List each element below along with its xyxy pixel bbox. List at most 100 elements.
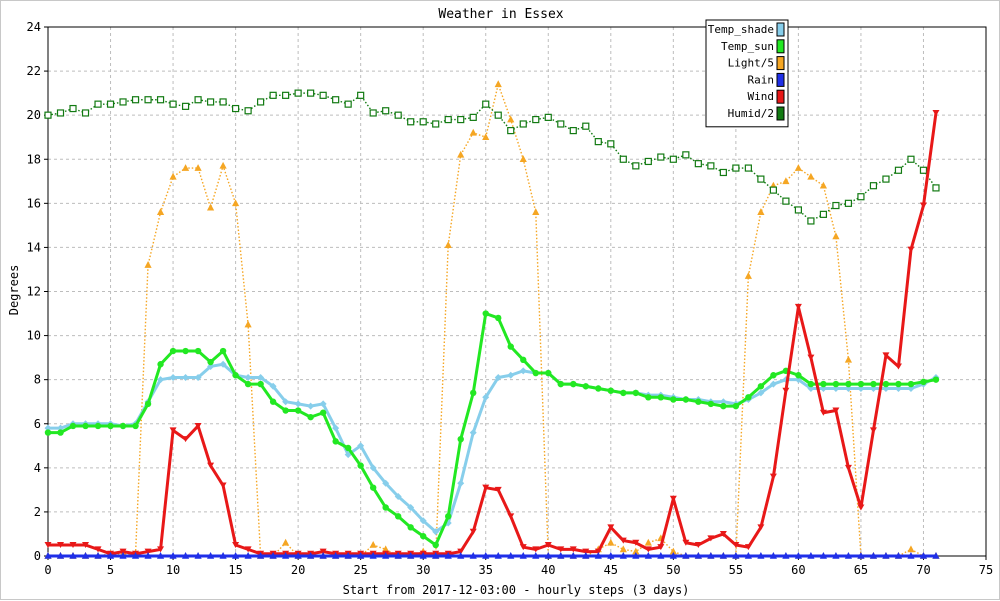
- data-point-wind: [757, 524, 765, 531]
- data-point-wind: [482, 484, 490, 491]
- data-point-humid-2: [119, 98, 127, 106]
- data-point-temp-shade: [432, 528, 440, 536]
- data-point-light-5: [832, 232, 840, 240]
- data-point-wind: [732, 541, 740, 548]
- data-point-temp-sun: [870, 380, 877, 388]
- data-point-humid-2: [294, 89, 302, 97]
- y-tick-label: 2: [34, 505, 41, 519]
- data-point-wind: [832, 407, 840, 414]
- data-point-temp-sun: [532, 369, 539, 377]
- data-point-rain: [119, 552, 127, 559]
- data-point-humid-2: [794, 206, 803, 214]
- x-tick-label: 45: [604, 563, 618, 577]
- data-point-temp-sun: [732, 402, 740, 410]
- data-point-temp-shade: [519, 367, 527, 375]
- data-point-temp-sun: [445, 513, 452, 520]
- data-point-humid-2: [744, 164, 752, 172]
- data-point-temp-sun: [682, 396, 690, 403]
- data-point-temp-shade: [182, 373, 190, 381]
- data-point-rain: [444, 552, 452, 559]
- data-point-temp-shade: [157, 376, 165, 384]
- data-point-temp-sun: [520, 356, 527, 364]
- data-point-rain: [156, 552, 165, 559]
- data-point-wind: [494, 486, 502, 493]
- data-point-temp-shade: [769, 380, 777, 388]
- data-point-rain: [131, 552, 140, 559]
- data-point-rain: [244, 552, 252, 559]
- data-point-temp-sun: [832, 380, 840, 388]
- data-point-light-5: [194, 164, 202, 171]
- data-point-temp-sun: [570, 380, 577, 388]
- data-point-humid-2: [782, 197, 790, 205]
- data-point-temp-shade: [332, 424, 340, 432]
- data-point-humid-2: [869, 182, 878, 190]
- data-point-wind: [744, 544, 752, 551]
- data-point-light-5: [782, 177, 790, 185]
- data-point-wind: [607, 524, 615, 531]
- data-point-rain: [169, 552, 177, 559]
- data-point-temp-sun: [169, 347, 177, 355]
- data-point-light-5: [807, 172, 815, 180]
- data-point-wind: [582, 548, 590, 555]
- data-point-humid-2: [169, 100, 177, 108]
- data-point-rain: [607, 552, 615, 559]
- data-point-temp-sun: [294, 407, 302, 414]
- data-point-wind: [157, 546, 165, 553]
- data-point-light-5: [206, 203, 215, 211]
- data-point-rain: [819, 552, 828, 559]
- data-point-rain: [832, 552, 840, 559]
- data-point-humid-2: [457, 115, 465, 124]
- data-point-humid-2: [344, 100, 352, 108]
- data-point-temp-sun: [457, 435, 464, 443]
- data-point-rain: [494, 552, 502, 559]
- data-point-rain: [682, 552, 690, 559]
- legend-swatch: [776, 89, 785, 104]
- data-point-humid-2: [382, 107, 390, 115]
- data-point-light-5: [219, 161, 227, 169]
- data-point-temp-sun: [507, 343, 514, 350]
- data-point-humid-2: [932, 184, 940, 192]
- data-point-humid-2: [507, 126, 515, 135]
- data-point-wind: [919, 202, 927, 209]
- data-point-temp-sun: [545, 369, 552, 377]
- series-line-temp-sun: [48, 312, 937, 547]
- data-point-temp-sun: [420, 532, 427, 540]
- data-point-temp-sun: [482, 310, 489, 317]
- data-point-humid-2: [544, 113, 552, 121]
- data-point-temp-sun: [607, 387, 614, 394]
- legend-swatch: [776, 56, 785, 71]
- data-point-light-5: [907, 545, 915, 553]
- data-point-light-5: [669, 547, 677, 555]
- data-point-humid-2: [194, 96, 202, 104]
- data-point-humid-2: [269, 91, 277, 99]
- data-point-temp-sun: [670, 396, 677, 403]
- data-point-wind: [857, 504, 865, 511]
- data-point-temp-sun: [857, 380, 865, 388]
- data-point-humid-2: [732, 164, 740, 172]
- data-point-humid-2: [206, 98, 215, 106]
- data-point-wind: [57, 541, 65, 548]
- data-point-wind: [44, 541, 52, 548]
- data-point-rain: [219, 552, 227, 559]
- legend-swatch: [776, 72, 785, 87]
- data-point-rain: [557, 552, 565, 559]
- data-point-humid-2: [419, 118, 427, 126]
- legend-label: Rain: [748, 73, 775, 86]
- data-point-rain: [694, 552, 702, 559]
- data-point-light-5: [469, 128, 477, 136]
- y-tick-label: 6: [34, 417, 41, 431]
- data-point-rain: [269, 552, 277, 559]
- grid-lines: [48, 27, 986, 556]
- data-point-wind: [619, 537, 627, 544]
- data-point-rain: [519, 552, 527, 559]
- y-tick-label: 20: [27, 108, 41, 122]
- data-point-humid-2: [832, 201, 840, 210]
- data-point-rain: [707, 552, 715, 559]
- y-tick-label: 4: [34, 461, 41, 475]
- data-point-wind: [169, 427, 177, 434]
- data-point-rain: [632, 552, 640, 559]
- data-point-rain: [907, 552, 915, 559]
- data-point-temp-sun: [357, 462, 364, 469]
- data-point-light-5: [156, 208, 165, 215]
